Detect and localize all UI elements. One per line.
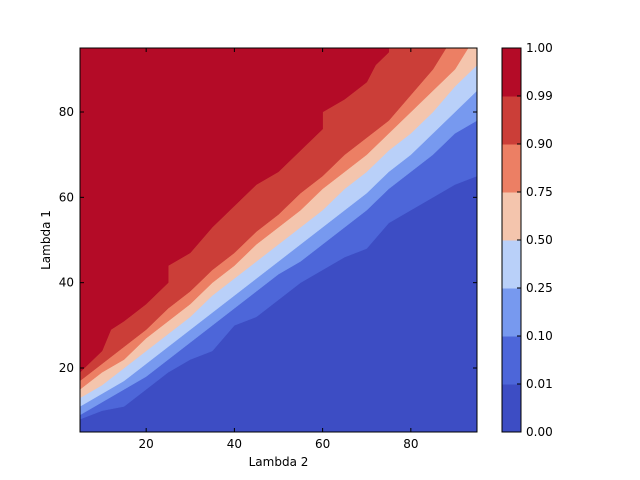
colorbar-swatch (502, 48, 521, 97)
plot-frame (79, 47, 478, 433)
contour-bands (80, 48, 477, 432)
colorbar-swatch (502, 240, 521, 289)
colorbar-tick-label: 1.00 (526, 41, 553, 55)
colorbar-swatch (502, 144, 521, 193)
band-7 (80, 48, 390, 373)
y-tick-label: 40 (59, 276, 74, 290)
colorbar-swatch (502, 384, 521, 433)
colorbar-tick-label: 0.50 (526, 233, 553, 247)
x-axis-label: Lambda 2 (249, 455, 309, 469)
colorbar-swatch (502, 336, 521, 385)
y-tick-label: 80 (59, 105, 74, 119)
colorbar-tick-label: 0.00 (526, 425, 553, 439)
colorbar: 0.00 0.01 0.10 0.25 0.50 0.75 0.90 0.99 1.00 (501, 41, 553, 439)
x-tick-label: 60 (315, 437, 330, 451)
y-tick-label: 20 (59, 361, 74, 375)
colorbar-tick-label: 0.01 (526, 377, 553, 391)
y-tick-label: 60 (59, 190, 74, 204)
colorbar-tick-label: 0.25 (526, 281, 553, 295)
x-tick-label: 20 (139, 437, 154, 451)
x-tick-label: 80 (403, 437, 418, 451)
axis-ticks: 20 40 60 80 20 40 60 80 (59, 48, 477, 451)
colorbar-swatch (502, 96, 521, 145)
colorbar-tick-label: 0.99 (526, 89, 553, 103)
colorbar-tick-label: 0.75 (526, 185, 553, 199)
colorbar-tick-label: 0.90 (526, 137, 553, 151)
colorbar-swatch (502, 192, 521, 241)
colorbar-tick-label: 0.10 (526, 329, 553, 343)
x-tick-label: 40 (227, 437, 242, 451)
y-axis-label: Lambda 1 (39, 210, 53, 270)
colorbar-swatch (502, 288, 521, 337)
